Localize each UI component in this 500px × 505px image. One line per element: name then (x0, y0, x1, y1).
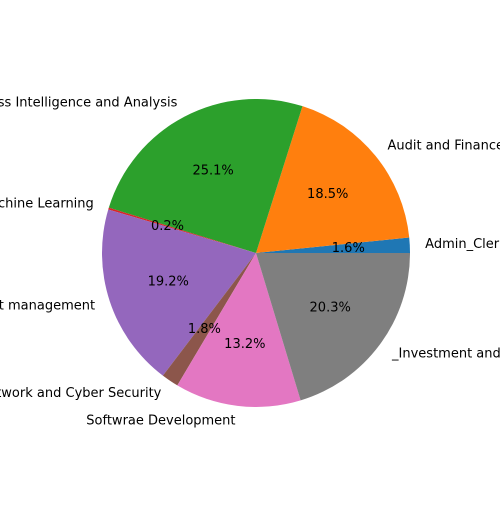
category-labels: Admin_Clerical Audit and Finance Business … (0, 95, 500, 428)
category-label-business-intelligence-and-analysis: Business Intelligence and Analysis (0, 95, 178, 110)
percent-label-network-and-cyber-security: 1.8% (188, 322, 221, 337)
category-label-admin-clerical: Admin_Clerical (425, 237, 500, 252)
category-label-network-and-cyber-security: Network and Cyber Security (0, 386, 162, 401)
pie-slice-project-management (102, 209, 257, 376)
category-label-investment-and-finance: _Investment and Finance (391, 346, 500, 361)
pie-slice-network-and-cyber-security (162, 253, 256, 386)
percent-label-investment-and-finance: 20.3% (310, 301, 351, 316)
percent-label-project-management: 19.2% (148, 274, 189, 289)
percent-label-admin-clerical: 1.6% (332, 241, 365, 256)
category-label-machine-learning: Machine Learning (0, 197, 94, 212)
category-label-softwrae-development: Softwrae Development (86, 414, 235, 429)
pie-slice-machine-learning (108, 207, 257, 253)
category-label-audit-and-finance: Audit and Finance (387, 139, 500, 154)
pie-slice-investment-and-finance (256, 253, 410, 401)
percent-labels: 1.6% 18.5% 25.1% 0.2% 19.2% 1.8%13.2% 20.3% (148, 164, 365, 353)
percent-label-business-intelligence-and-analysis: 25.1% (192, 164, 233, 179)
pie-slice-softwrae-development (177, 253, 301, 407)
category-label-project-management: Project management (0, 298, 95, 313)
percent-label-audit-and-finance: 18.5% (307, 187, 348, 202)
pie-slice-admin-clerical (256, 237, 411, 253)
percent-label-machine-learning: 0.2% (151, 219, 184, 234)
pie-slice-business-intelligence-and-analysis (108, 99, 303, 254)
percent-label-softwrae-development: 13.2% (224, 337, 265, 352)
pie-slice-audit-and-finance (256, 106, 410, 253)
pie-slices (102, 99, 411, 407)
